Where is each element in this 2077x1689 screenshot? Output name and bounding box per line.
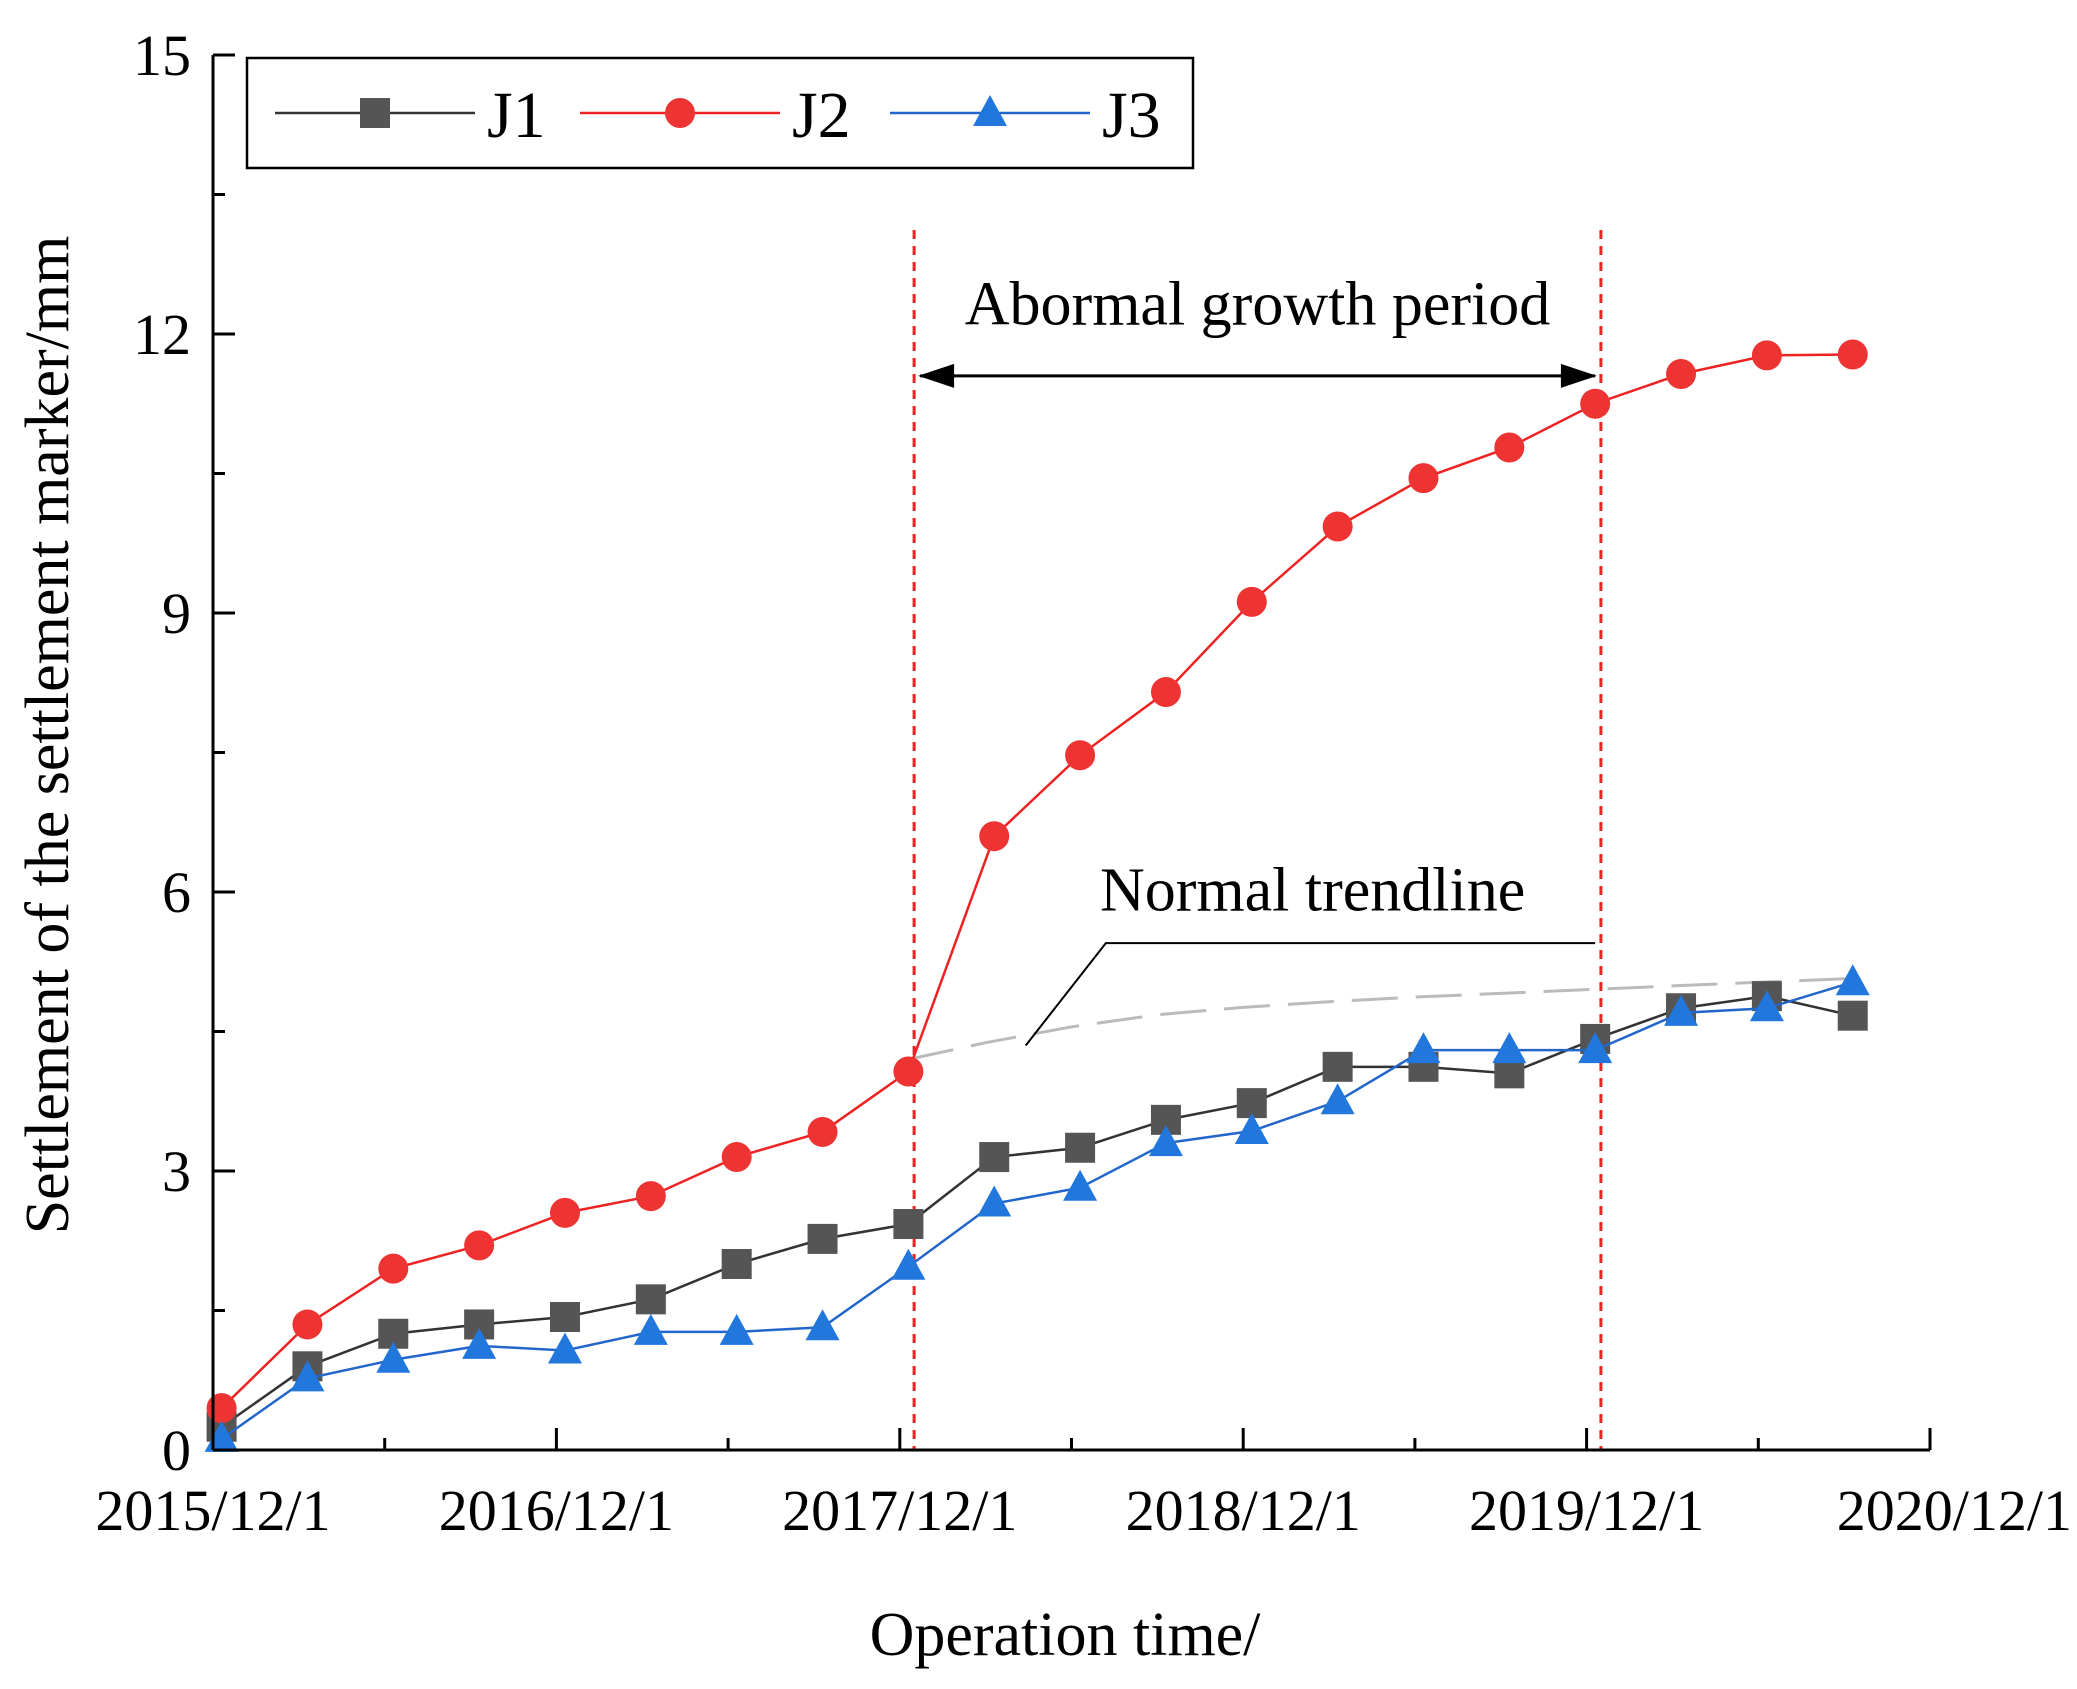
legend-marker-j2 xyxy=(665,98,695,128)
data-point-j1 xyxy=(721,1249,752,1279)
x-tick-label: 2017/12/1 xyxy=(782,1478,1017,1543)
data-point-j2 xyxy=(206,1393,237,1424)
data-point-j2 xyxy=(1751,340,1782,371)
data-point-j1 xyxy=(979,1142,1010,1173)
data-point-j3 xyxy=(547,1332,582,1364)
trendline-leader-line xyxy=(1024,942,1596,1047)
y-tick-label: 3 xyxy=(162,1139,191,1204)
data-point-j2 xyxy=(1065,740,1096,771)
data-point-j1 xyxy=(807,1223,838,1254)
data-point-j3 xyxy=(805,1309,840,1341)
data-point-j3 xyxy=(1578,1032,1613,1064)
data-point-j3 xyxy=(719,1313,754,1345)
axes-layer: 0 3 6 9 12 15 2015/12/1 2016/12/1 2017/12/1 2018/… xyxy=(14,23,2072,1669)
y-axis-title: Settlement of the settlement marker/mm xyxy=(14,236,82,1235)
period-label: Abormal growth period xyxy=(965,271,1550,339)
data-point-j3 xyxy=(977,1185,1012,1217)
data-point-j1 xyxy=(1837,1000,1868,1031)
data-point-j1 xyxy=(635,1284,666,1315)
series-line-j2 xyxy=(220,353,1853,1410)
data-point-j2 xyxy=(1494,432,1525,463)
legend-label-j2: J2 xyxy=(792,79,851,152)
data-point-j3 xyxy=(1406,1032,1441,1064)
data-point-j1 xyxy=(1322,1051,1353,1082)
series-j3 xyxy=(204,964,1870,1452)
data-point-j3 xyxy=(1492,1032,1527,1064)
data-point-j3 xyxy=(1148,1125,1183,1157)
series-j1 xyxy=(206,981,1868,1442)
legend-marker-j3 xyxy=(973,95,1007,126)
data-point-j2 xyxy=(1666,358,1697,389)
data-point-j2 xyxy=(807,1116,838,1147)
data-point-j2 xyxy=(721,1142,752,1173)
data-point-j3 xyxy=(1749,990,1784,1022)
data-point-j3 xyxy=(633,1313,668,1345)
trendline xyxy=(908,976,1853,1061)
y-tick-label: 6 xyxy=(162,860,191,925)
data-point-j2 xyxy=(1236,586,1267,617)
data-point-j2 xyxy=(1322,511,1353,542)
x-axis-title: Operation time/ xyxy=(870,1601,1262,1669)
period-arrow-right-head xyxy=(1560,363,1597,388)
series-layer xyxy=(204,339,1870,1452)
data-point-j2 xyxy=(635,1181,666,1212)
data-point-j2 xyxy=(1837,339,1868,370)
x-tick-label: 2018/12/1 xyxy=(1126,1478,1361,1543)
series-j2 xyxy=(206,339,1868,1424)
legend-label-j3: J3 xyxy=(1102,79,1161,152)
annotation-layer: Abormal growth period Normal trendline xyxy=(908,230,1853,1450)
period-arrow-left-head xyxy=(918,363,955,388)
y-tick-label: 15 xyxy=(133,23,191,88)
data-point-j3 xyxy=(1320,1083,1355,1115)
y-tick-label: 9 xyxy=(162,581,191,646)
x-tick-label: 2016/12/1 xyxy=(439,1478,674,1543)
data-point-j2 xyxy=(292,1309,323,1340)
data-point-j3 xyxy=(1835,964,1870,996)
trendline-label: Normal trendline xyxy=(1100,857,1525,925)
y-tick-label: 0 xyxy=(162,1418,191,1483)
data-point-j3 xyxy=(1234,1113,1269,1145)
data-point-j1 xyxy=(549,1302,580,1333)
data-point-j2 xyxy=(1408,463,1439,494)
data-point-j3 xyxy=(290,1360,325,1392)
legend-label-j1: J1 xyxy=(487,79,546,152)
data-point-j1 xyxy=(1065,1132,1096,1163)
series-line-j3 xyxy=(220,981,1854,1440)
legend-marker-j1 xyxy=(360,98,390,128)
x-tick-label: 2015/12/1 xyxy=(95,1478,330,1543)
data-point-j3 xyxy=(376,1341,411,1373)
data-point-j2 xyxy=(1150,677,1181,708)
data-point-j2 xyxy=(464,1230,495,1261)
data-point-j2 xyxy=(1580,388,1611,419)
data-point-j3 xyxy=(891,1248,926,1280)
data-point-j1 xyxy=(1494,1058,1525,1089)
y-tick-label: 12 xyxy=(133,302,191,367)
data-point-j2 xyxy=(378,1253,409,1284)
x-tick-label: 2019/12/1 xyxy=(1469,1478,1704,1543)
x-tick-label: 2020/12/1 xyxy=(1837,1478,2072,1543)
data-point-j3 xyxy=(462,1327,497,1359)
data-point-j1 xyxy=(893,1209,924,1240)
data-point-j3 xyxy=(1063,1169,1098,1201)
data-point-j2 xyxy=(549,1197,580,1228)
legend: J1 J2 J3 xyxy=(245,56,1195,170)
data-point-j2 xyxy=(979,821,1010,852)
data-point-j3 xyxy=(1664,994,1699,1026)
data-point-j2 xyxy=(893,1056,924,1087)
